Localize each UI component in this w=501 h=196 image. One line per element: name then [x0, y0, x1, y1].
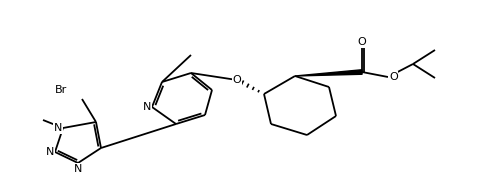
Text: O: O	[358, 37, 366, 47]
Text: O: O	[232, 75, 241, 85]
Text: N: N	[54, 123, 62, 133]
Text: Br: Br	[55, 85, 67, 95]
Text: N: N	[74, 164, 82, 174]
Polygon shape	[295, 70, 362, 76]
Text: N: N	[143, 102, 151, 112]
Text: O: O	[389, 72, 398, 82]
Text: N: N	[46, 147, 54, 157]
